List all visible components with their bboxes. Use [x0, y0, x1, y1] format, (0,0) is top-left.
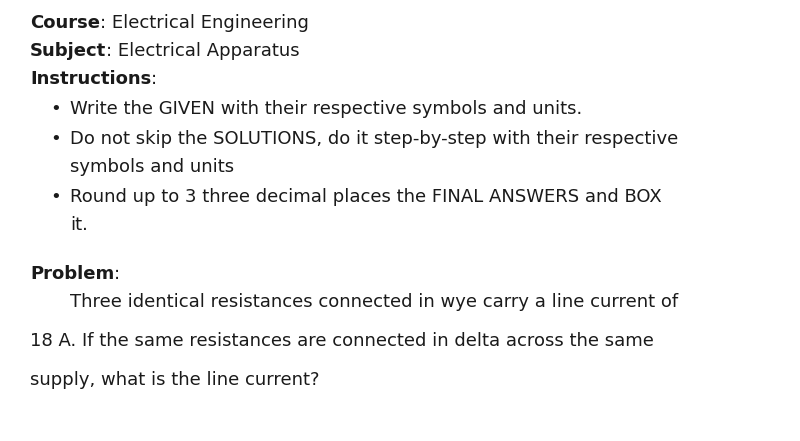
Text: Problem: Problem [30, 265, 114, 283]
Text: Instructions: Instructions [30, 70, 151, 88]
Text: Three identical resistances connected in wye carry a line current of: Three identical resistances connected in… [70, 293, 678, 311]
Text: Write the GIVEN with their respective symbols and units.: Write the GIVEN with their respective sy… [70, 100, 582, 118]
Text: supply, what is the line current?: supply, what is the line current? [30, 371, 319, 389]
Text: it.: it. [70, 216, 88, 234]
Text: •: • [50, 100, 61, 118]
Text: Subject: Subject [30, 42, 106, 60]
Text: Round up to 3 three decimal places the FINAL ANSWERS and BOX: Round up to 3 three decimal places the F… [70, 188, 662, 206]
Text: •: • [50, 188, 61, 206]
Text: •: • [50, 130, 61, 148]
Text: :: : [151, 70, 158, 88]
Text: :: : [114, 265, 120, 283]
Text: symbols and units: symbols and units [70, 158, 234, 176]
Text: 18 A. If the same resistances are connected in delta across the same: 18 A. If the same resistances are connec… [30, 332, 654, 350]
Text: Do not skip the SOLUTIONS, do it step-by-step with their respective: Do not skip the SOLUTIONS, do it step-by… [70, 130, 678, 148]
Text: : Electrical Apparatus: : Electrical Apparatus [106, 42, 300, 60]
Text: : Electrical Engineering: : Electrical Engineering [100, 14, 309, 32]
Text: Course: Course [30, 14, 100, 32]
